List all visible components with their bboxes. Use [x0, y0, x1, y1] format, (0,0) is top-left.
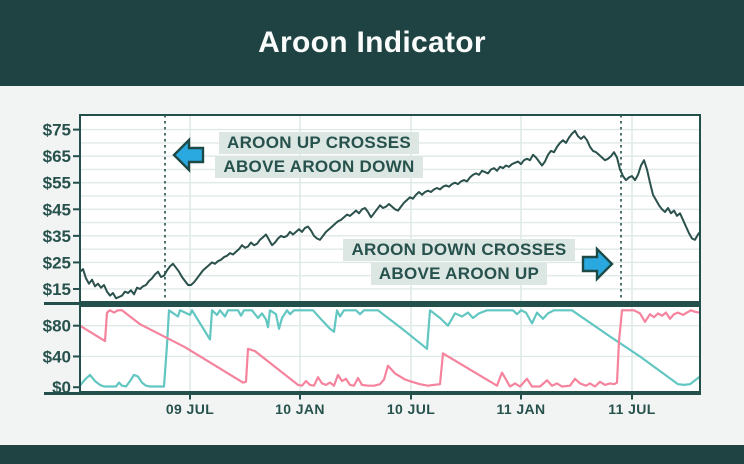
y-tick-label: $45	[43, 200, 71, 219]
callout-line: AROON DOWN CROSSES	[343, 239, 575, 261]
aroon-up-line	[78, 309, 701, 388]
callout-aroon-up-cross: AROON UP CROSSES ABOVE AROON DOWN	[207, 131, 431, 179]
arrow-right-icon	[581, 246, 614, 282]
y-tick-label: $0	[52, 378, 71, 397]
callout-line: ABOVE AROON DOWN	[215, 156, 423, 178]
y-tick-label: $35	[43, 227, 71, 246]
aroon-down-line	[78, 309, 701, 388]
chart-area: $75 $65 $55 $45 $35 $25 $15 $80 $40 $0 09 JUL 10 JA…	[0, 86, 744, 445]
footer-bar	[0, 445, 744, 464]
callout-line: AROON UP CROSSES	[219, 132, 419, 154]
callout-aroon-down-cross: AROON DOWN CROSSES ABOVE AROON UP	[343, 238, 575, 286]
y-tick-label: $65	[43, 147, 71, 166]
x-tick-label: 11 JAN	[496, 401, 545, 417]
price-line	[79, 129, 701, 300]
header-banner: Aroon Indicator	[0, 0, 744, 86]
y-tick-label: $40	[43, 347, 71, 366]
y-tick-label: $80	[43, 317, 71, 336]
arrow-left-icon	[172, 137, 205, 173]
y-tick-label: $75	[43, 121, 71, 140]
x-tick-label: 10 JAN	[275, 401, 325, 417]
callout-line: ABOVE AROON UP	[370, 263, 548, 285]
y-tick-label: $55	[43, 174, 71, 193]
y-tick-label: $25	[43, 253, 71, 272]
aroon-oscillator-panel: $80 $40 $0	[43, 305, 701, 397]
x-tick-label: 10 JUL	[387, 401, 435, 417]
x-tick-label: 11 JUL	[608, 401, 656, 417]
y-tick-label: $15	[43, 280, 71, 299]
page-title: Aroon Indicator	[258, 26, 486, 59]
x-tick-label: 09 JUL	[166, 401, 214, 417]
